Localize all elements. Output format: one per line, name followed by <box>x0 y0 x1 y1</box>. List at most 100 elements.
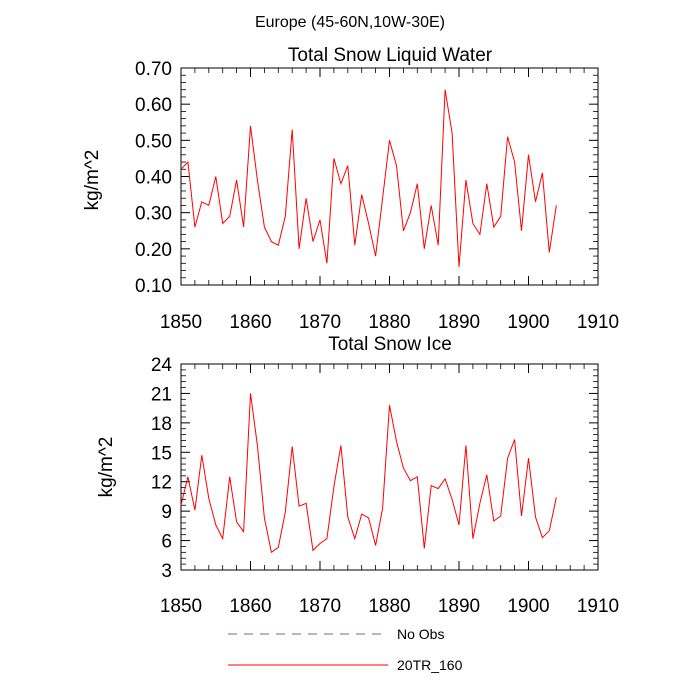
y-tick-label: 0.30 <box>135 204 172 225</box>
data-point <box>187 161 188 162</box>
x-tick-label: 1900 <box>507 312 549 333</box>
y-axis-label: kg/m^2 <box>82 150 103 211</box>
data-point <box>319 219 320 220</box>
plot-area <box>180 393 557 554</box>
axes: 1850 1860 1870 1880 1890 1900 1910 0.10 0.20 0.30… <box>135 59 619 333</box>
data-point <box>472 223 473 224</box>
data-point <box>264 517 265 518</box>
y-tick-label: 3 <box>161 561 172 582</box>
data-point <box>187 476 188 477</box>
legend-label-no-obs: No Obs <box>397 626 444 642</box>
panel-title: Total Snow Ice <box>328 334 452 355</box>
data-point <box>417 183 418 184</box>
data-point <box>451 133 452 134</box>
x-tick-label: 1880 <box>368 312 410 333</box>
data-point <box>208 205 209 206</box>
data-point <box>229 476 230 477</box>
data-point <box>500 515 501 516</box>
data-point <box>222 223 223 224</box>
panel-snow-ice: Total Snow Ice kg/m^2 1850 1860 1870 1880 18… <box>96 334 619 617</box>
data-point <box>507 136 508 137</box>
data-point <box>278 245 279 246</box>
data-point <box>431 205 432 206</box>
data-point <box>264 227 265 228</box>
data-point <box>556 497 557 498</box>
data-point <box>361 194 362 195</box>
x-tick-label: 1860 <box>229 312 271 333</box>
data-point <box>493 520 494 521</box>
data-point <box>333 158 334 159</box>
data-point <box>389 405 390 406</box>
data-point <box>347 516 348 517</box>
x-tick-label: 1870 <box>299 596 341 617</box>
data-point <box>458 524 459 525</box>
data-point <box>382 198 383 199</box>
data-point <box>236 180 237 181</box>
y-tick-label: 6 <box>161 532 172 553</box>
x-tick-label: 1890 <box>438 312 480 333</box>
data-point <box>382 508 383 509</box>
data-point <box>257 180 258 181</box>
data-point <box>306 503 307 504</box>
x-tick-label: 1890 <box>438 596 480 617</box>
x-tick-label: 1910 <box>577 596 619 617</box>
data-point <box>250 125 251 126</box>
data-point <box>514 439 515 440</box>
data-point <box>208 498 209 499</box>
data-point <box>549 530 550 531</box>
data-point <box>375 545 376 546</box>
data-point <box>535 516 536 517</box>
data-point <box>528 458 529 459</box>
data-point <box>479 234 480 235</box>
data-point <box>271 552 272 553</box>
x-tick-label: 1850 <box>160 596 202 617</box>
y-tick-label: 0.50 <box>135 131 172 152</box>
y-axis-label: kg/m^2 <box>96 437 117 498</box>
data-point <box>257 445 258 446</box>
data-point <box>222 538 223 539</box>
y-tick-label: 0.60 <box>135 95 172 116</box>
data-point <box>326 263 327 264</box>
data-point <box>326 538 327 539</box>
x-tick-label: 1910 <box>577 312 619 333</box>
data-point <box>424 548 425 549</box>
legend-label-20tr-160: 20TR_160 <box>397 657 463 673</box>
panel-snow-liquid-water: Total Snow Liquid Water kg/m^2 1850 1860 1… <box>82 45 619 333</box>
data-point <box>403 467 404 468</box>
data-point <box>445 478 446 479</box>
x-tick-label: 1870 <box>299 312 341 333</box>
data-point <box>201 201 202 202</box>
data-point <box>229 216 230 217</box>
y-tick-label: 9 <box>161 502 172 523</box>
y-tick-label: 24 <box>151 355 173 376</box>
legend: No Obs 20TR_160 <box>228 626 463 673</box>
plot-frame <box>180 67 599 286</box>
data-point <box>479 503 480 504</box>
data-point <box>361 513 362 514</box>
data-point <box>243 531 244 532</box>
x-tick-label: 1880 <box>368 596 410 617</box>
y-tick-label: 0.10 <box>135 276 172 297</box>
data-point <box>201 455 202 456</box>
data-point <box>458 266 459 267</box>
data-point <box>410 212 411 213</box>
y-tick-label: 12 <box>151 473 172 494</box>
data-point <box>542 537 543 538</box>
data-point <box>333 486 334 487</box>
data-point <box>403 230 404 231</box>
data-point <box>493 227 494 228</box>
data-point <box>486 183 487 184</box>
data-point <box>299 248 300 249</box>
data-point <box>194 510 195 511</box>
data-point <box>438 488 439 489</box>
data-point <box>292 129 293 130</box>
data-point <box>180 169 181 170</box>
data-point <box>340 183 341 184</box>
data-point <box>396 441 397 442</box>
data-point <box>521 230 522 231</box>
y-tick-label: 0.40 <box>135 168 172 189</box>
data-point <box>250 393 251 394</box>
data-point <box>500 216 501 217</box>
data-point <box>271 241 272 242</box>
